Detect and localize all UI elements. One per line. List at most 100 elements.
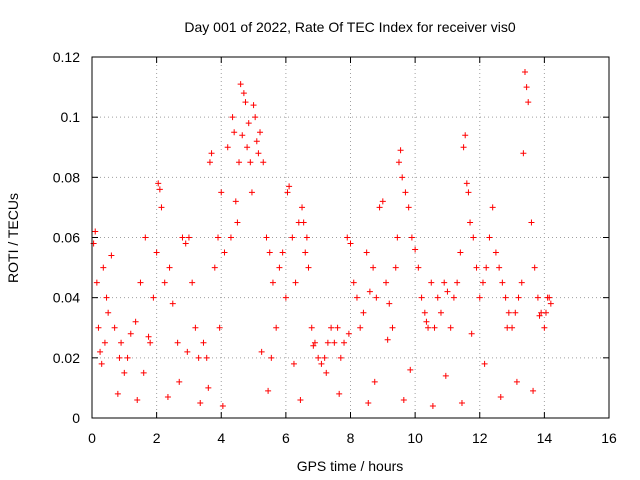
data-point: [311, 339, 318, 346]
data-point: [476, 294, 483, 301]
data-point: [118, 339, 125, 346]
data-point: [441, 279, 448, 286]
data-point: [323, 369, 330, 376]
data-point: [234, 219, 241, 226]
data-point: [308, 324, 315, 331]
data-point: [502, 294, 509, 301]
data-point: [492, 249, 499, 256]
data-point: [292, 279, 299, 286]
data-point: [481, 360, 488, 367]
data-point: [121, 369, 128, 376]
x-tick-label: 2: [153, 430, 161, 446]
data-point: [525, 99, 532, 106]
data-point: [431, 324, 438, 331]
axis-ticks: [91, 56, 610, 419]
data-point: [460, 144, 467, 151]
data-point: [321, 354, 328, 361]
data-point: [250, 102, 257, 109]
data-point: [402, 189, 409, 196]
data-point: [179, 234, 186, 241]
data-point: [423, 318, 430, 325]
data-point: [176, 378, 183, 385]
data-point: [208, 150, 215, 157]
data-point: [205, 384, 212, 391]
data-point: [536, 312, 543, 319]
data-point: [513, 378, 520, 385]
data-point: [454, 279, 461, 286]
data-point: [100, 264, 107, 271]
data-point: [297, 396, 304, 403]
data-point: [541, 324, 548, 331]
data-point: [415, 264, 422, 271]
x-tick-label: 0: [88, 430, 96, 446]
x-tick-label: 10: [407, 430, 423, 446]
data-point: [373, 294, 380, 301]
data-point: [360, 309, 367, 316]
data-point: [344, 234, 351, 241]
data-point: [366, 288, 373, 295]
data-point: [132, 318, 139, 325]
data-point: [530, 387, 537, 394]
data-point: [203, 354, 210, 361]
y-tick-label: 0.02: [53, 350, 80, 366]
data-point: [127, 330, 134, 337]
data-point: [174, 339, 181, 346]
data-point: [242, 99, 249, 106]
data-point: [239, 132, 246, 139]
data-point: [499, 279, 506, 286]
data-point: [345, 330, 352, 337]
data-point: [458, 399, 465, 406]
data-point: [425, 324, 432, 331]
data-point: [302, 249, 309, 256]
data-point: [290, 360, 297, 367]
data-point: [328, 324, 335, 331]
data-point: [520, 150, 527, 157]
data-point: [98, 360, 105, 367]
data-point: [318, 360, 325, 367]
data-point: [467, 219, 474, 226]
data-point: [353, 294, 360, 301]
x-tick-label: 4: [217, 430, 225, 446]
grid-lines: [92, 57, 609, 418]
data-point: [447, 324, 454, 331]
data-point: [231, 129, 238, 136]
data-point: [534, 294, 541, 301]
x-tick-labels: 0 2 4 6 8 10 12 14 16: [88, 430, 617, 446]
data-point: [169, 300, 176, 307]
data-point: [103, 294, 110, 301]
x-tick-label: 8: [347, 430, 355, 446]
data-point: [412, 246, 419, 253]
data-point: [457, 249, 464, 256]
data-point: [518, 279, 525, 286]
data-point: [255, 150, 262, 157]
data-point: [504, 324, 511, 331]
data-point: [397, 147, 404, 154]
data-point: [266, 249, 273, 256]
data-point: [247, 159, 254, 166]
data-point: [268, 354, 275, 361]
data-point: [284, 189, 291, 196]
data-point: [521, 69, 528, 76]
data-point: [286, 183, 293, 190]
data-point: [450, 294, 457, 301]
data-point: [108, 252, 115, 259]
data-point: [185, 234, 192, 241]
data-point: [389, 324, 396, 331]
data-point: [437, 309, 444, 316]
data-point: [134, 396, 141, 403]
data-point: [200, 339, 207, 346]
data-point: [462, 132, 469, 139]
data-point: [215, 234, 222, 241]
data-point: [224, 144, 231, 151]
data-point: [258, 348, 265, 355]
data-point: [305, 264, 312, 271]
data-point: [155, 180, 162, 187]
chart-title: Day 001 of 2022, Rate Of TEC Index for r…: [184, 19, 515, 35]
data-point: [257, 129, 264, 136]
data-point: [394, 234, 401, 241]
data-point: [282, 294, 289, 301]
data-point: [444, 288, 451, 295]
data-point: [263, 234, 270, 241]
data-point: [211, 264, 218, 271]
y-tick-labels: 0 0.02 0.04 0.06 0.08 0.1 0.12: [53, 49, 80, 426]
